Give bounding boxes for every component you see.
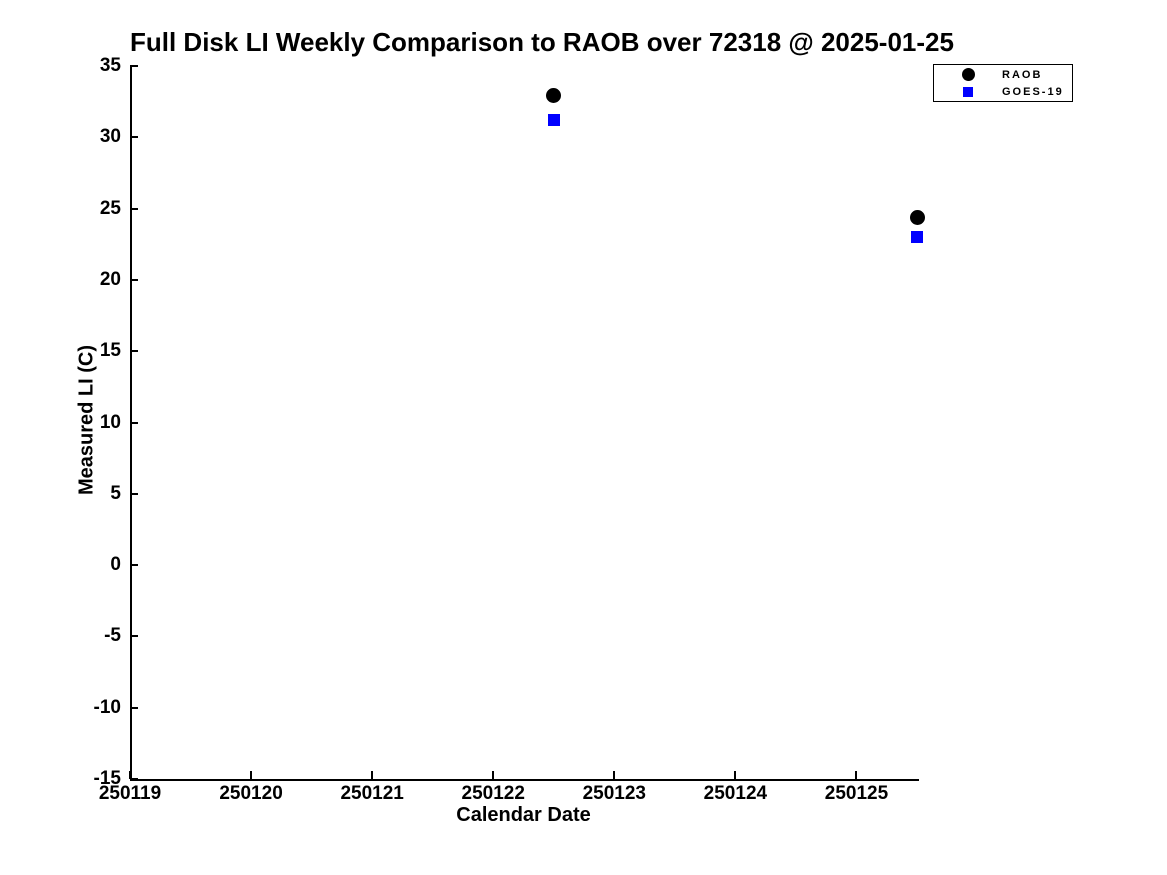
plot-area: [130, 66, 919, 781]
y-tick-label: -10: [93, 696, 121, 718]
y-tick-label: 35: [99, 55, 121, 76]
x-tick-label: 250125: [824, 783, 889, 804]
y-tick: [130, 564, 138, 567]
legend-marker-cell: [934, 86, 1002, 97]
y-tick: [130, 136, 138, 139]
x-axis-label: Calendar Date: [456, 804, 591, 826]
x-tick-label: 250121: [340, 783, 404, 804]
data-point-raob: [546, 88, 562, 104]
x-tick: [250, 771, 253, 779]
legend-label-goes-19: GOES-19: [1002, 85, 1064, 98]
legend-item-goes-19: GOES-19: [934, 83, 1072, 100]
x-tick: [371, 771, 374, 779]
y-tick: [130, 207, 138, 210]
y-tick-label: 5: [110, 482, 121, 504]
x-tick-label: 250119: [98, 783, 162, 804]
chart-title: Full Disk LI Weekly Comparison to RAOB o…: [130, 27, 954, 57]
y-tick-label: 10: [99, 411, 121, 433]
y-tick-label: 30: [99, 126, 121, 148]
y-tick: [130, 706, 138, 709]
y-tick-label: -15: [93, 768, 121, 789]
data-point-goes-19: [911, 231, 923, 244]
data-point-raob: [909, 209, 925, 225]
y-tick: [130, 421, 138, 424]
x-tick-label: 250122: [461, 783, 525, 804]
legend: RAOB GOES-19: [933, 64, 1073, 102]
y-tick: [130, 492, 138, 495]
x-tick: [129, 771, 131, 779]
y-tick: [130, 278, 138, 281]
y-tick-label: 0: [110, 554, 121, 576]
y-tick-label: -5: [104, 625, 121, 647]
legend-marker-cell: [934, 68, 1002, 81]
legend-item-raob: RAOB: [934, 66, 1072, 83]
y-tick: [130, 350, 138, 353]
y-tick-label: 20: [99, 268, 121, 290]
y-tick-label: 25: [99, 197, 121, 219]
y-tick: [130, 65, 138, 67]
y-tick: [130, 778, 138, 780]
legend-label-raob: RAOB: [1002, 68, 1043, 81]
x-tick: [855, 771, 858, 779]
x-tick: [613, 771, 616, 779]
y-tick-label: 15: [99, 340, 121, 362]
goes-19-square-icon: [963, 86, 973, 97]
raob-circle-icon: [961, 68, 975, 81]
x-tick-label: 250120: [219, 783, 283, 804]
y-tick: [130, 635, 138, 638]
x-tick-label: 250123: [582, 783, 646, 804]
x-tick-label: 250124: [703, 783, 768, 804]
data-point-goes-19: [547, 114, 560, 127]
x-tick: [492, 771, 495, 779]
x-tick: [734, 771, 737, 779]
